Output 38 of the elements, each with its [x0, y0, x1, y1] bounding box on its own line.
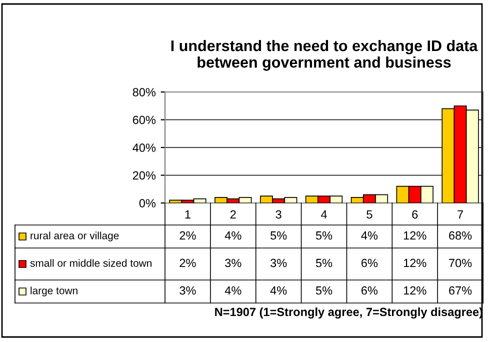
- legend-label: small or middle sized town: [30, 259, 152, 267]
- data-label: 12%: [404, 258, 426, 268]
- data-label: 2%: [180, 258, 196, 268]
- data-label: 5%: [316, 231, 332, 240]
- data-label: 4%: [270, 286, 287, 295]
- data-label: 3%: [225, 258, 242, 268]
- data-label: 4%: [361, 231, 378, 240]
- text: N=1907 (1=Strongly agree, 7=Strongly disagree): [215, 307, 482, 319]
- x-tick-label: 4: [320, 210, 327, 218]
- data-label: 70%: [449, 258, 472, 268]
- data-label: 3%: [270, 258, 287, 268]
- data-label: 4%: [224, 231, 242, 240]
- x-tick-label: 3: [276, 210, 282, 219]
- y-tick-label: 60%: [132, 116, 156, 124]
- x-tick-label: 6: [412, 210, 418, 219]
- data-label: 6%: [361, 286, 378, 295]
- y-tick-label: 40%: [132, 144, 156, 152]
- y-tick-label: 80%: [132, 88, 156, 96]
- data-label: 6%: [361, 258, 378, 268]
- data-label: 67%: [449, 286, 472, 295]
- y-tick-label: 20%: [132, 171, 156, 180]
- data-label: 5%: [270, 231, 287, 240]
- data-label: 5%: [316, 258, 332, 268]
- data-label: 3%: [180, 286, 196, 295]
- x-tick-label: 7: [458, 210, 463, 218]
- data-label: 12%: [404, 286, 426, 295]
- x-tick-label: 2: [230, 210, 236, 218]
- legend-label: large town: [30, 286, 78, 296]
- y-tick-label: 0%: [139, 199, 156, 208]
- legend-label: rural area or village: [30, 232, 119, 242]
- data-label: 4%: [224, 286, 242, 295]
- data-label: 2%: [180, 231, 196, 240]
- data-label: 12%: [404, 231, 426, 240]
- chart-title: I understand the need to exchange ID data between government and business: [171, 40, 478, 71]
- x-tick-label: 5: [366, 210, 372, 219]
- data-label: 68%: [449, 231, 472, 240]
- x-tick-label: 1: [185, 210, 190, 218]
- data-label: 5%: [316, 286, 332, 295]
